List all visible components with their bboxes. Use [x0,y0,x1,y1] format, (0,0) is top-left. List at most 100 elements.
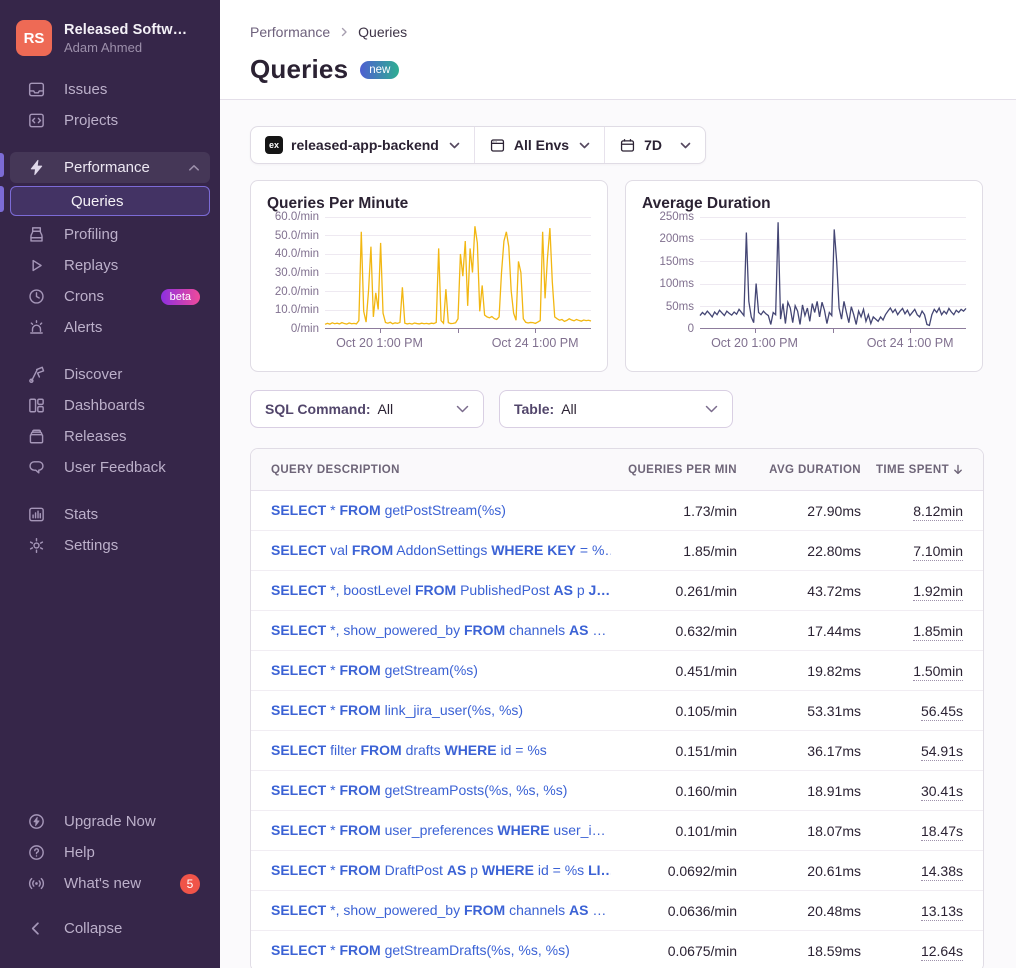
sidebar-item-label: Upgrade Now [64,813,200,830]
query-description-link[interactable]: SELECT * FROM user_preferences WHERE use… [271,822,606,838]
time-spent-cell: 54.91s [865,743,983,759]
sidebar-collapse-button[interactable]: Collapse [10,913,210,944]
page-content: ex released-app-backend All Envs 7D Quer… [220,100,1016,968]
query-row: SELECT val FROM AddonSettings WHERE KEY … [251,531,983,571]
query-description-cell: SELECT * FROM user_preferences WHERE use… [251,822,611,840]
column-header-label: Query Description [271,464,400,476]
sidebar-item-profiling[interactable]: Profiling [10,219,210,250]
environment-selector[interactable]: All Envs [474,127,604,163]
project-selector[interactable]: ex released-app-backend [251,127,474,163]
sidebar-item-stats[interactable]: Stats [10,499,210,530]
time-spent-cell-value[interactable]: 56.45s [921,703,963,721]
sidebar-item-issues[interactable]: Issues [10,74,210,105]
sidebar-item-replays[interactable]: Replays [10,250,210,281]
time-spent-cell: 14.38s [865,863,983,879]
queries-per-min-cell-value: 0.0675/min [668,943,737,959]
time-spent-cell-value[interactable]: 13.13s [921,903,963,921]
queries-per-min-cell: 0.101/min [611,823,741,839]
avg-duration-cell: 18.59ms [741,943,865,959]
time-spent-cell-value[interactable]: 7.10min [913,543,963,561]
query-description-link[interactable]: SELECT filter FROM drafts WHERE id = %s [271,742,547,758]
queries-per-min-cell-value: 0.105/min [676,703,737,719]
new-feature-badge: new [360,61,399,79]
query-row: SELECT *, show_powered_by FROM channels … [251,891,983,931]
sidebar-item-performance[interactable]: Performance [10,152,210,183]
column-header-queries-per-min[interactable]: Queries Per Min [611,464,741,476]
column-header-avg-duration[interactable]: Avg Duration [741,464,865,476]
query-description-link[interactable]: SELECT *, boostLevel FROM PublishedPost … [271,582,610,598]
query-description-link[interactable]: SELECT * FROM getStream(%s) [271,662,478,678]
sidebar-item-alerts[interactable]: Alerts [10,312,210,343]
time-spent-cell-value[interactable]: 12.64s [921,943,963,961]
queries-per-min-cell: 0.0692/min [611,863,741,879]
sidebar-item-crons[interactable]: Cronsbeta [10,281,210,312]
time-spent-cell-value[interactable]: 30.41s [921,783,963,801]
sidebar-item-upgrade-now[interactable]: Upgrade Now [10,806,210,837]
breadcrumb-performance[interactable]: Performance [250,24,330,40]
sidebar-item-label: What's new [64,875,180,892]
queries-per-min-cell: 0.0675/min [611,943,741,959]
avg-duration-cell: 43.72ms [741,583,865,599]
query-description-link[interactable]: SELECT *, show_powered_by FROM channels … [271,902,606,918]
queries-per-min-cell: 0.0636/min [611,903,741,919]
y-axis-tick-label: 50.0/min [275,230,319,242]
sidebar-item-help[interactable]: Help [10,837,210,868]
org-avatar: RS [16,20,52,56]
time-spent-cell-value[interactable]: 8.12min [913,503,963,521]
query-description-link[interactable]: SELECT *, show_powered_by FROM channels … [271,622,606,638]
queries-per-min-cell: 0.105/min [611,703,741,719]
date-range-selector[interactable]: 7D [604,127,705,163]
sidebar-item-settings[interactable]: Settings [10,530,210,561]
chart-plot-area[interactable] [700,217,966,329]
sidebar-item-user-feedback[interactable]: User Feedback [10,452,210,483]
sidebar-item-label: Performance [64,159,188,176]
avg-duration-cell-value: 18.07ms [807,823,861,839]
collapse-icon [26,919,46,939]
sort-descending-icon[interactable] [953,464,963,475]
query-description-cell: SELECT * FROM getStreamPosts(%s, %s, %s) [251,782,611,800]
column-header-label: Queries Per Min [628,464,737,476]
query-description-link[interactable]: SELECT * FROM getStreamPosts(%s, %s, %s) [271,782,567,798]
sidebar-section: StatsSettings [0,499,220,561]
sql-command-filter[interactable]: SQL Command: All [250,390,484,428]
query-row: SELECT * FROM link_jira_user(%s, %s) 0.10… [251,691,983,731]
performance-icon [26,158,46,178]
time-spent-cell-value[interactable]: 1.85min [913,623,963,641]
queries-per-minute-chart[interactable]: 60.0/min50.0/min40.0/min30.0/min20.0/min… [267,217,591,353]
query-description-link[interactable]: SELECT * FROM getPostStream(%s) [271,502,506,518]
time-spent-cell-value[interactable]: 54.91s [921,743,963,761]
sidebar-item-discover[interactable]: Discover [10,359,210,390]
time-spent-cell: 18.47s [865,823,983,839]
chart-plot-area[interactable] [325,217,591,329]
user-feedback-icon [26,458,46,478]
time-spent-cell: 7.10min [865,543,983,559]
avg-duration-cell: 18.91ms [741,783,865,799]
time-spent-cell-value[interactable]: 14.38s [921,863,963,881]
time-spent-cell-value[interactable]: 18.47s [921,823,963,841]
org-switcher[interactable]: RS Released Softw… Adam Ahmed [0,0,220,74]
query-description-link[interactable]: SELECT * FROM link_jira_user(%s, %s) [271,702,523,718]
query-description-cell: SELECT *, show_powered_by FROM channels … [251,622,611,640]
sidebar-item-releases[interactable]: Releases [10,421,210,452]
time-spent-cell-value[interactable]: 1.92min [913,583,963,601]
sidebar-item-projects[interactable]: Projects [10,105,210,136]
avg-duration-cell-value: 53.31ms [807,703,861,719]
query-description-link[interactable]: SELECT val FROM AddonSettings WHERE KEY … [271,542,611,558]
sidebar-item-label: Replays [64,257,200,274]
average-duration-chart[interactable]: 250ms200ms150ms100ms50ms0Oct 20 1:00 PMO… [642,217,966,353]
x-axis-tick-label: Oct 20 1:00 PM [336,336,423,350]
chart-series-line [325,217,591,328]
query-description-link[interactable]: SELECT * FROM DraftPost AS p WHERE id = … [271,862,611,878]
table-filter[interactable]: Table: All [499,390,733,428]
projects-icon [26,111,46,131]
sidebar-item-what-s-new[interactable]: What's new5 [10,868,210,899]
query-description-link[interactable]: SELECT * FROM getStreamDrafts(%s, %s, %s… [271,942,570,958]
alerts-icon [26,318,46,338]
chart-series-line [700,217,966,328]
sidebar-item-queries[interactable]: Queries [10,186,210,216]
column-header-query-description[interactable]: Query Description [251,464,611,476]
column-header-time-spent[interactable]: Time Spent [865,464,983,476]
time-spent-cell-value[interactable]: 1.50min [913,663,963,681]
sidebar-item-label: Issues [64,81,200,98]
sidebar-item-dashboards[interactable]: Dashboards [10,390,210,421]
